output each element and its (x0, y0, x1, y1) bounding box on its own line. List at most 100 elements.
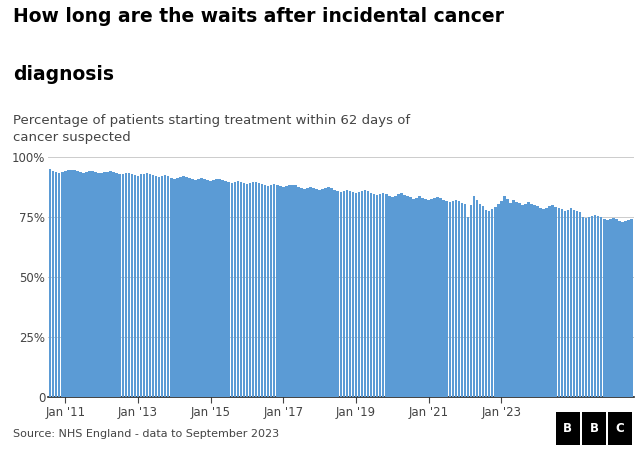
Bar (585, 218, 588, 397)
Bar (134, 175, 136, 397)
Bar (355, 194, 357, 397)
Bar (252, 182, 254, 397)
Bar (225, 181, 227, 397)
Bar (113, 172, 115, 397)
Bar (630, 219, 633, 397)
Bar (324, 188, 327, 397)
Bar (64, 171, 67, 397)
Bar (76, 172, 79, 397)
Bar (270, 185, 273, 397)
Bar (79, 172, 82, 397)
Bar (615, 219, 618, 397)
Bar (597, 216, 600, 397)
Bar (237, 181, 239, 397)
Text: How long are the waits after incidental cancer: How long are the waits after incidental … (13, 7, 504, 26)
Bar (328, 187, 330, 397)
Bar (294, 185, 297, 397)
Bar (94, 172, 97, 397)
Bar (545, 207, 548, 397)
Bar (152, 176, 154, 397)
Bar (88, 172, 91, 397)
Bar (197, 179, 200, 397)
Bar (367, 191, 369, 397)
Bar (600, 217, 602, 397)
Bar (204, 179, 206, 397)
Bar (170, 177, 173, 397)
Bar (618, 220, 621, 397)
Bar (552, 206, 554, 397)
Bar (358, 192, 360, 397)
Bar (500, 201, 502, 397)
Bar (273, 184, 275, 397)
Bar (588, 217, 590, 397)
Bar (55, 172, 58, 397)
Bar (264, 185, 266, 397)
Bar (467, 217, 469, 397)
Bar (473, 196, 476, 397)
Bar (333, 189, 336, 397)
Bar (548, 207, 551, 397)
Bar (109, 171, 112, 397)
Bar (227, 182, 230, 397)
Bar (61, 172, 63, 397)
Bar (566, 210, 569, 397)
Bar (603, 219, 605, 397)
Bar (131, 174, 133, 397)
Bar (436, 197, 439, 397)
Bar (373, 194, 376, 397)
Text: B: B (589, 422, 598, 435)
Bar (424, 199, 427, 397)
Bar (421, 198, 424, 397)
Bar (316, 189, 318, 397)
Bar (309, 187, 312, 397)
Bar (127, 173, 130, 397)
Bar (376, 195, 378, 397)
Bar (185, 177, 188, 397)
Bar (346, 189, 348, 397)
Bar (415, 198, 418, 397)
Bar (591, 216, 593, 397)
Bar (125, 173, 127, 397)
Bar (234, 182, 236, 397)
Bar (342, 191, 345, 397)
Bar (479, 204, 481, 397)
Bar (476, 200, 478, 397)
Text: Percentage of patients starting treatment within 62 days of
cancer suspected: Percentage of patients starting treatmen… (13, 114, 410, 144)
Bar (379, 194, 381, 397)
Bar (612, 218, 614, 397)
Bar (285, 186, 287, 397)
Bar (103, 172, 106, 397)
Bar (488, 211, 490, 397)
Bar (418, 196, 421, 397)
Bar (49, 169, 51, 397)
Bar (337, 190, 339, 397)
Bar (527, 202, 530, 397)
Bar (158, 177, 161, 397)
Bar (433, 198, 436, 397)
Bar (554, 207, 557, 397)
Bar (364, 190, 366, 397)
Bar (200, 178, 203, 397)
Bar (461, 202, 463, 397)
Bar (221, 180, 224, 397)
Bar (397, 194, 399, 397)
Bar (155, 176, 157, 397)
Text: B: B (563, 422, 572, 435)
Bar (330, 189, 333, 397)
Bar (318, 190, 321, 397)
Bar (122, 175, 124, 397)
Bar (321, 189, 324, 397)
Bar (67, 170, 70, 397)
Bar (576, 211, 579, 397)
Bar (267, 186, 269, 397)
Bar (518, 203, 521, 397)
Bar (349, 191, 351, 397)
Bar (470, 205, 472, 397)
Bar (621, 222, 624, 397)
Bar (452, 201, 454, 397)
Bar (561, 209, 563, 397)
Bar (524, 203, 527, 397)
Bar (249, 183, 252, 397)
Text: diagnosis: diagnosis (13, 65, 114, 84)
Bar (385, 194, 387, 397)
